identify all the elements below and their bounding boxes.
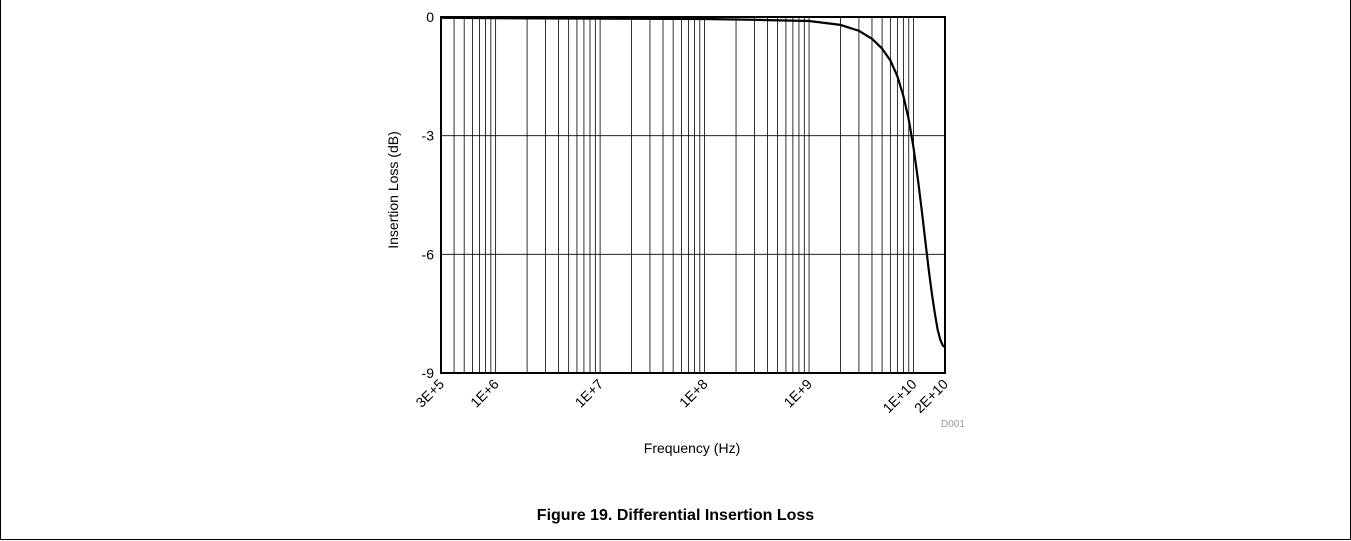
- insertion-loss-line: [440, 16, 946, 349]
- x-tick-label: 1E+7: [572, 376, 607, 411]
- x-tick-label: 3E+5: [412, 376, 447, 411]
- plot-area-border: [440, 16, 946, 374]
- y-axis-label: Insertion Loss (dB): [385, 131, 401, 249]
- y-tick-label: -3: [422, 128, 435, 144]
- x-tick-label: 1E+6: [467, 376, 502, 411]
- figure-code: D001: [941, 419, 965, 430]
- x-tick-label: 1E+9: [780, 376, 815, 411]
- y-tick-label: 0: [426, 9, 434, 25]
- x-tick-label: 1E+8: [676, 376, 711, 411]
- x-tick-label: 2E+10: [911, 376, 951, 416]
- figure-caption: Figure 19. Differential Insertion Loss: [536, 507, 815, 524]
- x-axis-label: Frequency (Hz): [643, 440, 741, 456]
- y-tick-label: -9: [422, 365, 435, 381]
- x-tick-label: 1E+10: [879, 376, 919, 416]
- y-tick-label: -6: [422, 246, 435, 262]
